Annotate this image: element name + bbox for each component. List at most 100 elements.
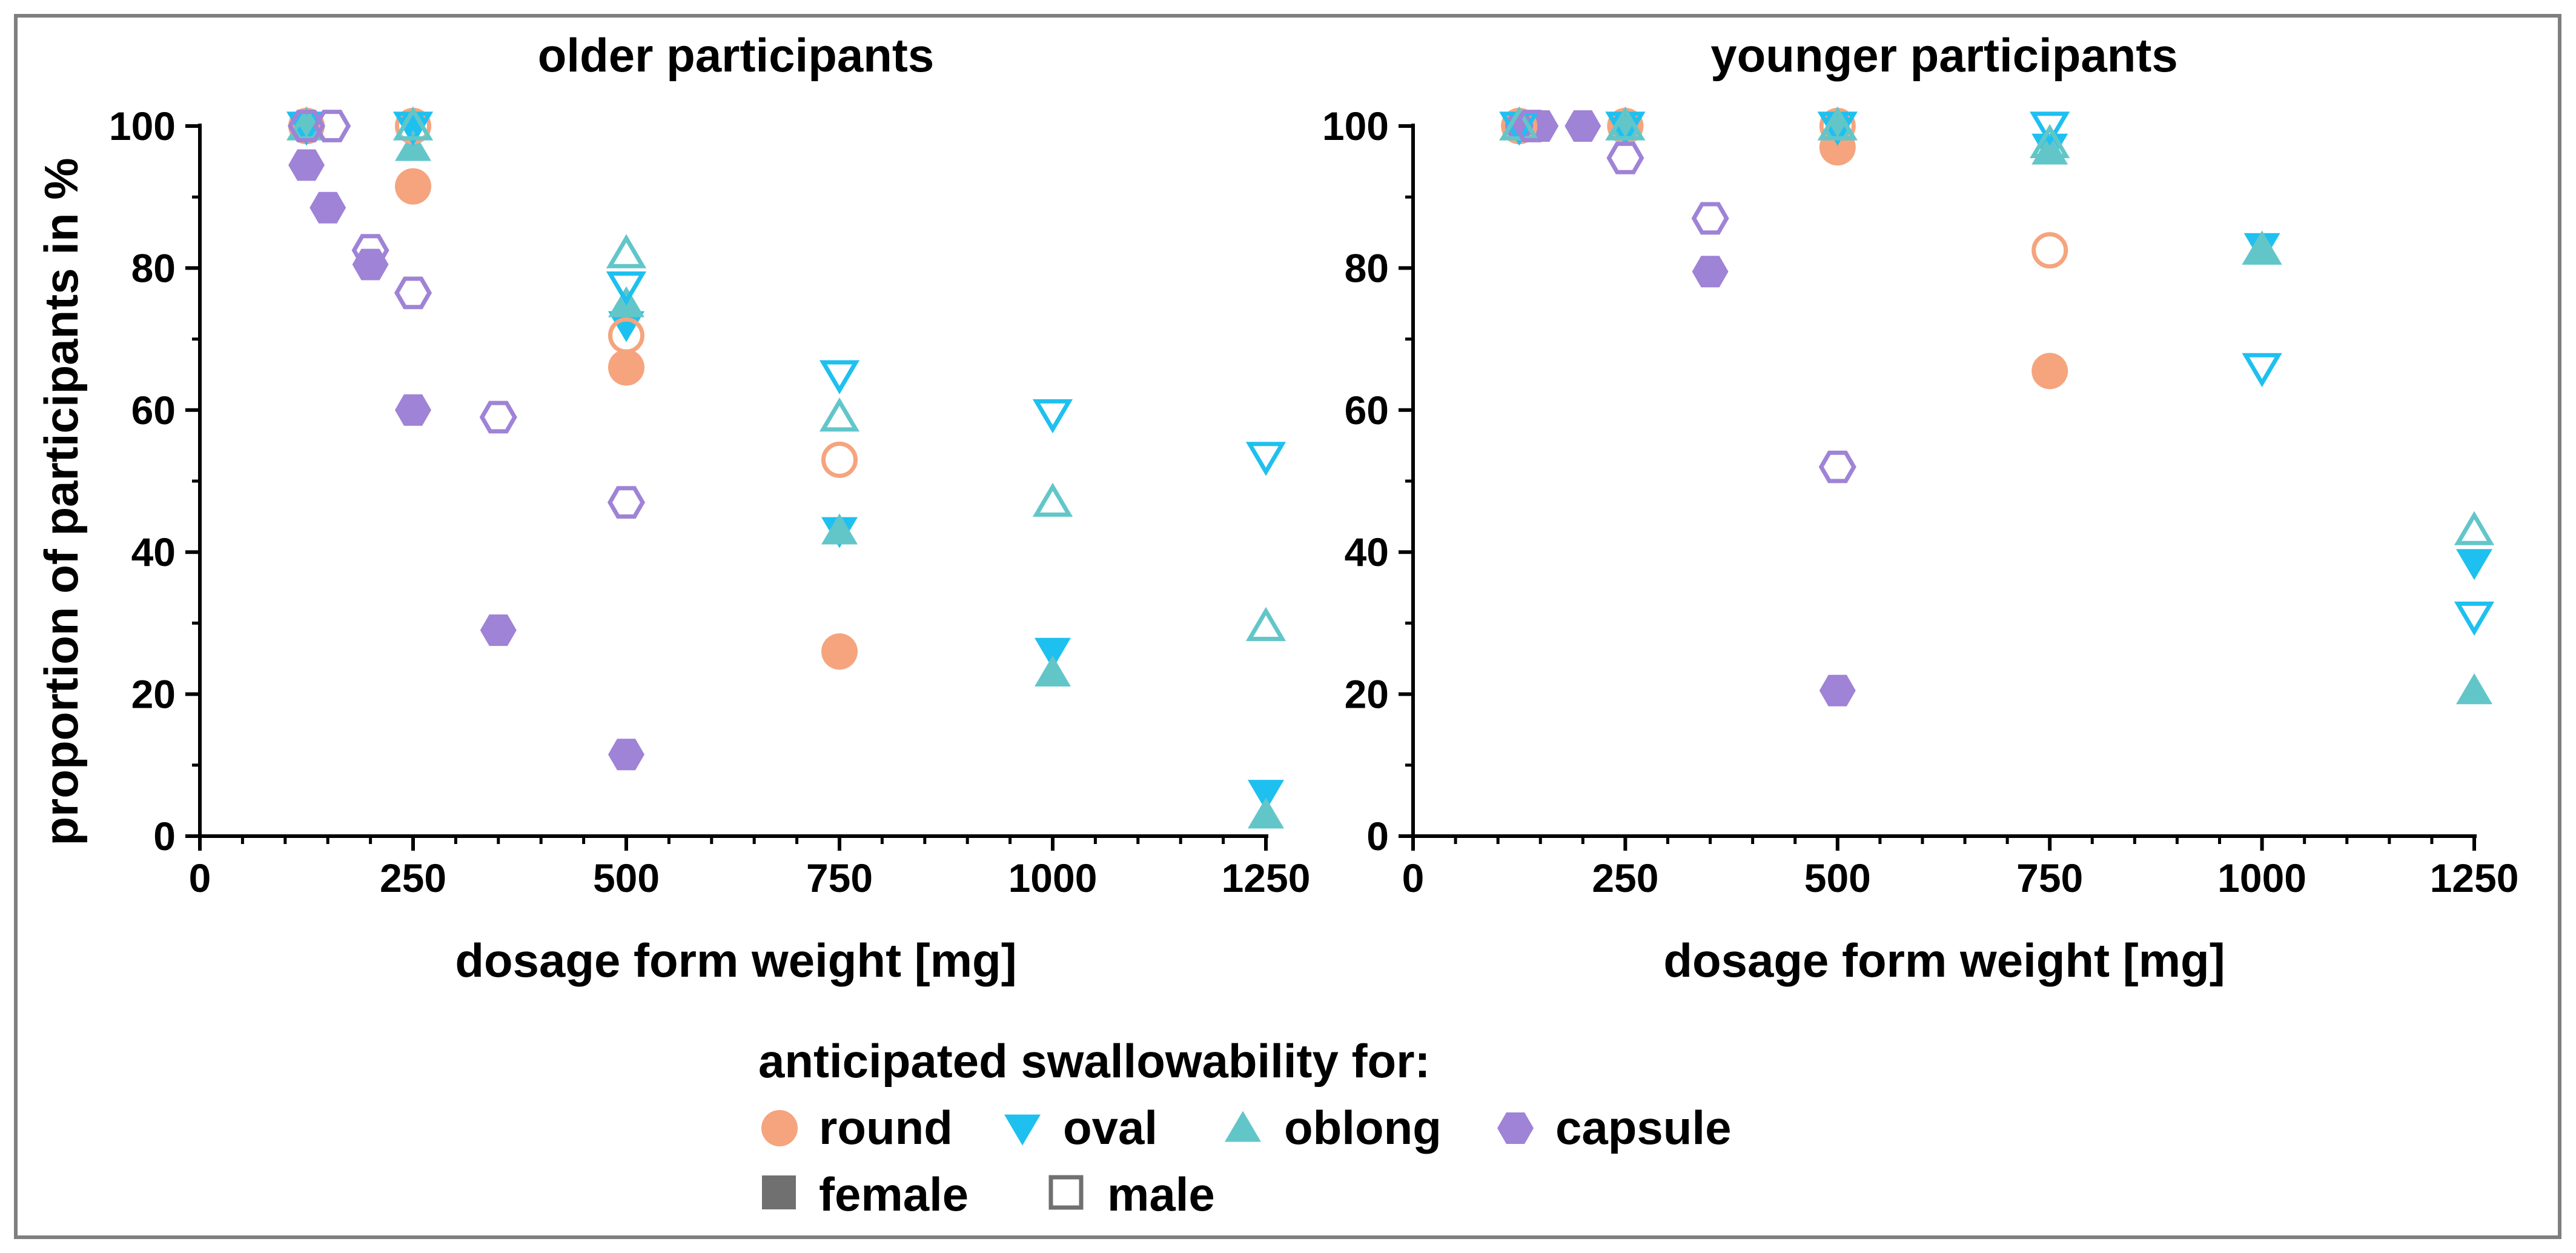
point-oblong-female <box>2456 673 2492 705</box>
point-capsule-male <box>287 110 326 142</box>
point-capsule-male <box>607 486 646 519</box>
point-capsule-female <box>1692 256 1729 288</box>
oblong-symbol <box>1225 1111 1261 1142</box>
point-oblong-male <box>392 106 434 141</box>
panel-older: older participants proportion of partici… <box>35 28 1310 987</box>
x-tick-label: 500 <box>1804 856 1871 900</box>
point-capsule-female <box>608 739 644 771</box>
legend-item-female: female <box>762 1168 968 1221</box>
point-oval-male <box>606 271 647 306</box>
point-oblong-male <box>1032 482 1073 517</box>
x-tick-label: 750 <box>2016 856 2083 900</box>
point-oval-female <box>395 112 431 144</box>
point-capsule-male <box>1818 450 1856 484</box>
x-tick-label: 500 <box>593 856 660 900</box>
point-oblong-female <box>1819 108 1856 140</box>
y-tick-label: 0 <box>1366 814 1389 859</box>
point-capsule-female <box>395 394 431 426</box>
point-round-female <box>608 349 644 386</box>
legend-marker-oval <box>1004 1114 1041 1146</box>
x-tick-label: 1000 <box>2217 856 2306 900</box>
point-oblong-female <box>1248 797 1284 829</box>
point-oval-female <box>1035 637 1071 669</box>
point-capsule-male <box>1691 202 1729 235</box>
point-oblong-female <box>288 108 325 140</box>
y-tick-label: 100 <box>109 104 176 148</box>
legend-item-capsule: capsule <box>1497 1101 1731 1154</box>
point-capsule-male <box>1606 141 1644 174</box>
scatter-marks <box>1499 106 2495 706</box>
figure-frame <box>14 14 2561 1239</box>
y-tick-label: 60 <box>1345 388 1389 433</box>
legend-marker-capsule <box>1497 1112 1534 1144</box>
x-tick-label: 1250 <box>2430 856 2519 900</box>
legend-item-oblong: oblong <box>1225 1101 1442 1154</box>
point-oblong-male <box>2030 124 2070 159</box>
y-tick-label: 40 <box>1345 530 1389 574</box>
y-tick-label: 40 <box>131 530 176 574</box>
point-oblong-male <box>1605 106 1646 141</box>
scatter-marks <box>286 106 1286 829</box>
point-oval-male <box>2454 601 2495 636</box>
point-capsule-female <box>1564 110 1601 142</box>
point-capsule-female <box>480 614 517 646</box>
point-capsule-female <box>1819 674 1856 706</box>
point-capsule-male <box>351 234 389 267</box>
point-capsule-male <box>394 276 432 310</box>
point-oblong-female <box>1607 108 1644 140</box>
y-axis-label: proportion of participants in % <box>35 158 88 845</box>
y-tick-label: 60 <box>131 388 176 433</box>
legend-title: anticipated swallowability for: <box>758 1034 1431 1088</box>
y-tick-label: 20 <box>131 672 176 717</box>
point-oblong-male <box>1245 607 1286 642</box>
x-tick-label: 0 <box>189 856 211 900</box>
x-tick-label: 250 <box>380 856 446 900</box>
panel-younger: younger participants dosage form weight … <box>1322 28 2519 987</box>
point-oblong-male <box>819 397 860 432</box>
y-tick-label: 80 <box>1345 245 1389 290</box>
filled-square-symbol <box>762 1175 796 1209</box>
point-round-female <box>821 633 858 670</box>
point-round-female <box>395 168 431 205</box>
y-tick-label: 100 <box>1322 104 1389 148</box>
point-capsule-male <box>1513 110 1551 142</box>
point-oblong-male <box>2454 511 2495 545</box>
capsule-symbol <box>1497 1112 1534 1144</box>
x-axis-label: dosage form weight [mg] <box>455 934 1016 987</box>
x-tick-label: 750 <box>806 856 873 900</box>
legend-item-round: round <box>761 1101 953 1154</box>
point-oblong-female <box>1035 655 1071 686</box>
point-capsule-male <box>479 400 517 434</box>
round-symbol <box>761 1110 798 1146</box>
point-round-female <box>2031 353 2068 390</box>
point-oblong-male <box>2242 230 2282 265</box>
point-capsule-male <box>313 110 351 142</box>
legend: anticipated swallowability for: round ov… <box>758 1034 1731 1221</box>
legend-label-female: female <box>819 1168 968 1221</box>
legend-item-male: male <box>1048 1168 1215 1221</box>
x-tick-label: 1000 <box>1008 856 1098 900</box>
x-axis-label: dosage form weight [mg] <box>1663 934 2225 987</box>
point-capsule-female <box>288 149 325 181</box>
legend-item-oval: oval <box>1004 1101 1157 1154</box>
point-oval-male <box>2030 111 2070 146</box>
legend-marker-round <box>761 1110 798 1146</box>
x-tick-label: 1250 <box>1222 856 1311 900</box>
y-tick-label: 80 <box>131 245 176 290</box>
point-round-male <box>608 317 644 354</box>
point-oval-male <box>1032 399 1073 434</box>
point-oblong-male <box>1817 106 1858 141</box>
x-tick-label: 250 <box>1592 856 1658 900</box>
legend-label-male: male <box>1107 1168 1215 1221</box>
oval-symbol <box>1004 1114 1041 1146</box>
y-tick-label: 0 <box>153 814 176 859</box>
point-oval-female <box>2456 549 2492 580</box>
point-oval-female <box>1248 780 1284 811</box>
point-oval-male <box>819 360 860 394</box>
y-tick-label: 20 <box>1345 672 1389 717</box>
point-round-male <box>2031 232 2068 269</box>
legend-label-round: round <box>819 1101 953 1154</box>
